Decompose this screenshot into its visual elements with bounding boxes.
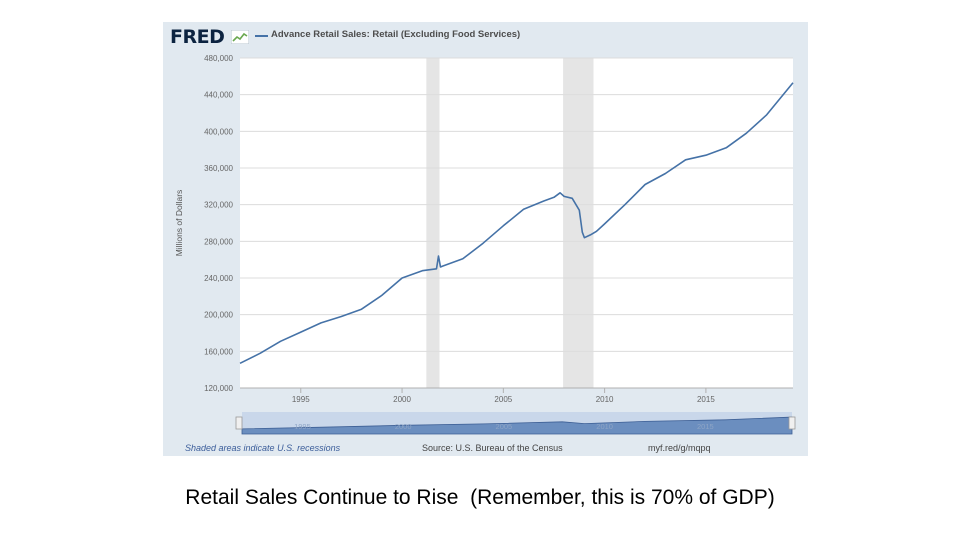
x-tick-label: 1995 bbox=[292, 395, 310, 404]
y-tick-label: 160,000 bbox=[204, 347, 233, 356]
source-note: Source: U.S. Bureau of the Census bbox=[422, 443, 563, 453]
y-tick-label: 280,000 bbox=[204, 237, 233, 246]
chart-title: Advance Retail Sales: Retail (Excluding … bbox=[271, 29, 521, 40]
short-url-link[interactable]: myf.red/g/mqpq bbox=[648, 443, 711, 453]
fred-logo[interactable]: FRED bbox=[170, 26, 225, 48]
fred-chart-icon bbox=[231, 30, 249, 44]
y-axis-label: Millions of Dollars bbox=[174, 190, 184, 257]
plot-area bbox=[240, 58, 793, 388]
y-tick-label: 440,000 bbox=[204, 91, 233, 100]
x-tick-label: 2005 bbox=[494, 395, 512, 404]
y-tick-label: 320,000 bbox=[204, 201, 233, 210]
y-tick-label: 360,000 bbox=[204, 164, 233, 173]
line-chart[interactable]: 120,000 160,000 200,000 240,000 280,000 320,0… bbox=[163, 22, 808, 456]
navigator-tick-label: 2010 bbox=[596, 422, 613, 431]
y-tick-label: 480,000 bbox=[204, 54, 233, 63]
navigator-tick-label: 2000 bbox=[395, 422, 412, 431]
y-tick-label: 400,000 bbox=[204, 127, 233, 136]
x-tick-label: 2015 bbox=[697, 395, 715, 404]
x-tick-label: 2000 bbox=[393, 395, 411, 404]
x-tick-label: 2010 bbox=[596, 395, 614, 404]
y-tick-label: 120,000 bbox=[204, 384, 233, 393]
navigator-tick-label: 2005 bbox=[496, 422, 513, 431]
navigator-tick-label: 1995 bbox=[294, 422, 311, 431]
range-navigator[interactable]: 1995 2000 2005 2010 2015 bbox=[235, 412, 796, 435]
legend-line-swatch bbox=[255, 35, 268, 37]
series-line[interactable] bbox=[239, 82, 794, 365]
slide-caption: Retail Sales Continue to Rise (Remember,… bbox=[185, 486, 775, 509]
navigator-left-handle[interactable] bbox=[235, 416, 243, 430]
navigator-right-handle[interactable] bbox=[788, 416, 796, 430]
recession-note: Shaded areas indicate U.S. recessions bbox=[185, 443, 341, 453]
navigator-tick-label: 2015 bbox=[697, 422, 714, 431]
y-tick-label: 240,000 bbox=[204, 274, 233, 283]
recession-band bbox=[563, 58, 594, 388]
recession-band bbox=[426, 58, 440, 388]
y-tick-label: 200,000 bbox=[204, 311, 233, 320]
